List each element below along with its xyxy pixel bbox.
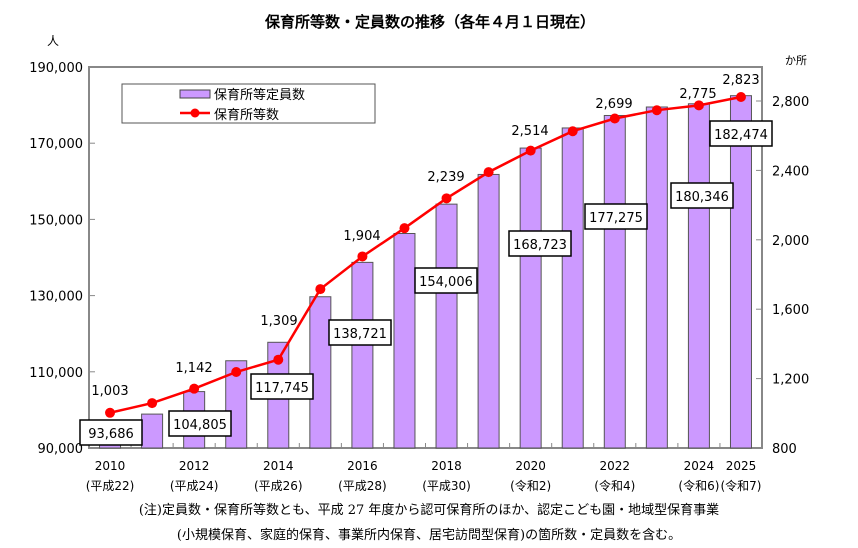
capacity-label: 182,474	[714, 128, 768, 143]
capacity-bar	[309, 296, 332, 449]
facility-count-label: 1,142	[175, 361, 212, 376]
facility-count-point	[441, 193, 452, 204]
left-tick-label: 110,000	[29, 366, 83, 381]
capacity-bar	[393, 232, 416, 449]
facility-count-point	[483, 167, 494, 178]
facility-count-point	[693, 100, 704, 111]
facility-count-point	[147, 398, 158, 409]
facility-count-label: 2,699	[595, 97, 632, 112]
x-tick-era: (平成22)	[86, 479, 135, 493]
right-tick-label: 2,000	[772, 234, 809, 249]
x-tick-year: 2022	[600, 459, 631, 473]
facility-count-point	[105, 407, 116, 418]
facility-count-label: 2,514	[511, 124, 548, 139]
x-tick-era: (令和6)	[678, 478, 719, 493]
right-axis-unit: か所	[785, 54, 807, 67]
right-tick-label: 1,600	[772, 303, 809, 318]
right-tick-label: 2,400	[772, 164, 809, 179]
x-tick-era: (平成28)	[338, 479, 387, 493]
facility-count-label: 2,823	[722, 73, 759, 88]
x-tick-era: (令和2)	[510, 478, 551, 493]
x-tick-year: 2010	[95, 459, 126, 473]
capacity-bar	[603, 114, 626, 449]
capacity-bar	[477, 173, 500, 449]
chart-title: 保育所等数・定員数の推移（各年４月１日現在）	[264, 13, 595, 31]
capacity-bar	[351, 261, 374, 449]
facility-count-point	[357, 251, 368, 262]
capacity-label-box	[328, 319, 392, 346]
facility-count-point	[399, 223, 410, 234]
facility-count-label: 1,904	[343, 229, 380, 244]
left-axis-unit: 人	[47, 34, 59, 48]
capacity-label: 154,006	[419, 275, 473, 290]
capacity-bar	[645, 106, 668, 449]
capacity-label-box	[709, 120, 773, 147]
facility-count-point	[567, 126, 578, 137]
footnote-1: (注)定員数・保育所等数とも、平成 27 年度から認可保育所のほか、認定こども園…	[138, 503, 720, 518]
left-tick-label: 150,000	[29, 213, 83, 228]
left-tick-label: 190,000	[29, 61, 83, 76]
x-tick-year: 2014	[263, 459, 294, 473]
facility-count-line	[109, 95, 742, 414]
capacity-label-box	[414, 267, 478, 294]
facility-count-point	[609, 113, 620, 124]
footnote-2: (小規模保育、家庭的保育、事業所内保育、居宅訪問型保育)の箇所数・定員数を含む。	[176, 528, 682, 543]
capacity-bar	[141, 413, 164, 449]
x-tick-era: (令和4)	[594, 478, 635, 493]
capacity-label-box	[670, 182, 734, 209]
x-tick-era: (令和7)	[720, 478, 761, 493]
facility-count-point	[525, 145, 536, 156]
x-tick-year: 2020	[515, 459, 546, 473]
capacity-label-box	[584, 203, 648, 230]
x-tick-year: 2018	[431, 459, 462, 473]
facility-count-label: 2,775	[679, 87, 716, 102]
capacity-label-box	[168, 410, 232, 437]
capacity-label: 117,745	[255, 381, 309, 396]
left-tick-label: 90,000	[38, 442, 84, 457]
legend-line-marker	[190, 108, 200, 118]
x-tick-year: 2025	[726, 459, 757, 473]
facility-count-point	[273, 354, 284, 365]
facility-count-label: 2,239	[427, 170, 464, 185]
legend-bar-swatch	[179, 89, 211, 99]
left-tick-label: 130,000	[29, 290, 83, 305]
capacity-bar	[561, 127, 584, 449]
facility-count-point	[735, 92, 746, 103]
facility-count-point	[315, 284, 326, 295]
x-tick-year: 2016	[347, 459, 378, 473]
x-tick-era: (平成26)	[254, 479, 303, 493]
x-tick-year: 2012	[179, 459, 210, 473]
capacity-label: 177,275	[589, 211, 643, 226]
right-tick-label: 800	[772, 442, 797, 457]
capacity-label-box	[250, 373, 314, 400]
x-tick-era: (平成24)	[170, 479, 219, 493]
left-tick-label: 170,000	[29, 137, 83, 152]
chart: 保育所等数・定員数の推移（各年４月１日現在） 人 か所 90,000 110,00…	[29, 13, 809, 493]
capacity-label: 168,723	[513, 238, 567, 253]
facility-count-point	[231, 367, 242, 378]
legend-bar-label: 保育所等定員数	[214, 87, 305, 103]
capacity-bar	[729, 95, 752, 449]
capacity-bar	[435, 203, 458, 449]
capacity-label-box	[79, 419, 143, 446]
legend-line-label: 保育所等数	[214, 107, 279, 123]
capacity-bar	[519, 147, 542, 449]
capacity-label: 93,686	[88, 427, 134, 442]
capacity-label: 138,721	[333, 327, 387, 342]
capacity-label: 104,805	[173, 418, 227, 433]
facility-count-point	[651, 105, 662, 116]
legend: 保育所等定員数 保育所等数	[121, 83, 376, 124]
x-tick-year: 2024	[684, 459, 715, 473]
capacity-bar	[687, 103, 710, 449]
capacity-label: 180,346	[675, 190, 729, 205]
x-tick-era: (平成30)	[422, 479, 471, 493]
facility-count-label: 1,003	[91, 384, 128, 399]
right-tick-label: 2,800	[772, 95, 809, 110]
facility-count-point	[189, 383, 200, 394]
facility-count-label: 1,309	[260, 314, 297, 329]
right-tick-label: 1,200	[772, 373, 809, 388]
capacity-label-box	[508, 230, 572, 257]
